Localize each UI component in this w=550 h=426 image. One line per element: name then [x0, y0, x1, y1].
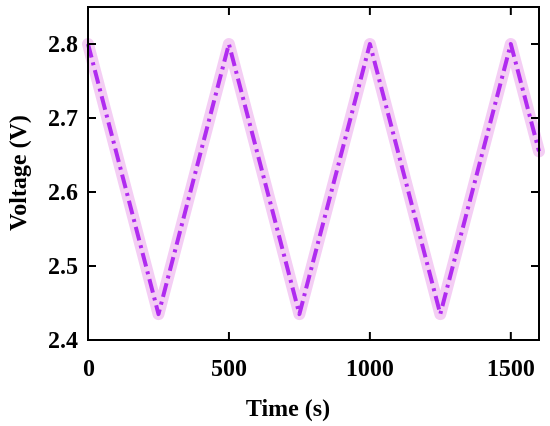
x-tick-label: 0: [83, 356, 95, 382]
y-tick-label: 2.6: [48, 180, 78, 206]
y-tick-label: 2.7: [48, 106, 78, 132]
y-axis-ticks: 2.4 2.5 2.6 2.7 2.8: [48, 32, 539, 354]
x-tick-label: 500: [211, 356, 247, 382]
series-layer: [82, 38, 545, 321]
y-tick-label: 2.5: [48, 254, 78, 280]
x-tick-label: 1500: [487, 356, 535, 382]
y-axis-title: Voltage (V): [6, 115, 32, 231]
x-axis-ticks: 0 500 1000 1500: [83, 7, 535, 382]
y-tick-label: 2.4: [48, 328, 78, 354]
y-tick-label: 2.8: [48, 32, 78, 58]
x-axis-title: Time (s): [246, 396, 330, 422]
axes-frame: [87, 6, 540, 341]
series-line-0: [86, 42, 541, 317]
axes-layer: [87, 6, 540, 341]
x-tick-label: 1000: [346, 356, 394, 382]
